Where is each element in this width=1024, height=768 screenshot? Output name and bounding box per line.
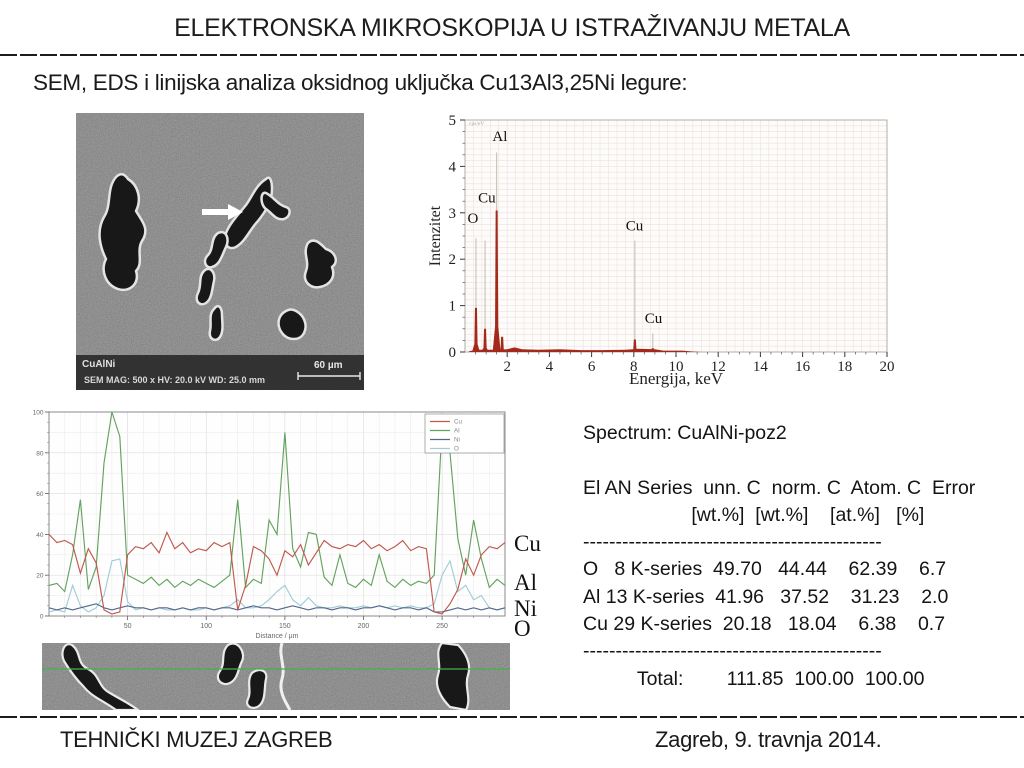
sem-parameters-label: SEM MAG: 500 x HV: 20.0 kV WD: 25.0 mm bbox=[84, 375, 265, 385]
spacer bbox=[583, 447, 1019, 474]
svg-text:60: 60 bbox=[36, 491, 44, 498]
line-scan-x-axis-label: Distance / µm bbox=[256, 633, 299, 640]
sem-inclusions bbox=[98, 173, 337, 342]
table-row: Cu 29 K-series 20.18 18.04 6.38 0.7 bbox=[583, 613, 946, 636]
svg-text:12: 12 bbox=[711, 359, 726, 375]
eds-y-axis-label: Intenzitet bbox=[428, 205, 444, 266]
series-al bbox=[48, 411, 506, 593]
table-header-row2: [wt.%] [wt.%] [at.%] [%] bbox=[583, 503, 925, 526]
svg-text:80: 80 bbox=[36, 450, 44, 457]
sem-micrograph: CuAlNi SEM MAG: 500 x HV: 20.0 kV WD: 25… bbox=[76, 113, 364, 390]
title-separator-line bbox=[0, 54, 1024, 56]
peak-label: O bbox=[468, 211, 479, 227]
table-header-row1: El AN Series unn. C norm. C Atom. C Erro… bbox=[583, 476, 976, 499]
svg-text:4: 4 bbox=[449, 159, 457, 175]
sem-strip-image bbox=[42, 641, 510, 712]
table-row: Al 13 K-series 41.96 37.52 31.23 2.0 bbox=[583, 585, 949, 608]
slide-subtitle: SEM, EDS i linijska analiza oksidnog ukl… bbox=[33, 70, 688, 95]
eds-x-axis-label: Energija, keV bbox=[629, 369, 724, 388]
peak-label: Cu bbox=[626, 218, 644, 234]
sem-scalebar-label: 60 µm bbox=[314, 360, 343, 371]
table-body: O 8 K-series 49.70 44.44 62.39 6.7 Al 13 … bbox=[583, 556, 1019, 638]
svg-text:8: 8 bbox=[630, 359, 638, 375]
svg-text:5: 5 bbox=[449, 113, 457, 129]
legend-label-o: O bbox=[454, 446, 459, 453]
line-scan-label-ni: Ni bbox=[514, 596, 537, 621]
table-divider-top: ----------------------------------------… bbox=[583, 531, 882, 554]
table-divider-bottom: ----------------------------------------… bbox=[583, 640, 882, 663]
svg-text:40: 40 bbox=[36, 532, 44, 539]
svg-text:0: 0 bbox=[449, 345, 457, 361]
line-scan-label-cu: Cu bbox=[514, 531, 541, 556]
table-total-row: Total: 111.85 100.00 100.00 bbox=[583, 667, 925, 690]
footer-date: Zagreb, 9. travnja 2014. bbox=[655, 727, 882, 752]
legend-box bbox=[424, 413, 505, 454]
strip-inclusions bbox=[61, 641, 471, 712]
eds-spectrum-chart: 2 4 6 8 10 12 14 16 18 20 0 1 2 3 4 5 O Cu Al Cu Cu cps/eV Int… bbox=[427, 110, 898, 394]
svg-text:6: 6 bbox=[588, 359, 596, 375]
svg-text:100: 100 bbox=[33, 410, 44, 417]
svg-text:20: 20 bbox=[36, 573, 44, 580]
svg-text:cps/eV: cps/eV bbox=[469, 121, 484, 127]
pointer-arrow-icon bbox=[202, 204, 243, 220]
svg-text:100: 100 bbox=[200, 623, 212, 630]
legend-label-al: Al bbox=[454, 428, 460, 435]
svg-text:16: 16 bbox=[795, 359, 811, 375]
svg-text:2: 2 bbox=[449, 252, 457, 268]
peak-label: Al bbox=[492, 129, 507, 145]
peak-label: Cu bbox=[645, 311, 663, 327]
spectrum-title: Spectrum: CuAlNi-poz2 bbox=[583, 422, 787, 444]
svg-text:50: 50 bbox=[124, 623, 132, 630]
svg-text:14: 14 bbox=[753, 359, 769, 375]
svg-text:2: 2 bbox=[503, 359, 511, 375]
series-ni bbox=[48, 603, 506, 613]
svg-text:150: 150 bbox=[279, 623, 291, 630]
sem-info-bar: CuAlNi SEM MAG: 500 x HV: 20.0 kV WD: 25… bbox=[76, 355, 364, 390]
svg-text:0: 0 bbox=[40, 614, 44, 621]
svg-text:200: 200 bbox=[358, 623, 370, 630]
footer-separator-line bbox=[0, 716, 1024, 718]
footer-institution: TEHNIČKI MUZEJ ZAGREB bbox=[60, 727, 333, 752]
svg-text:4: 4 bbox=[546, 359, 554, 375]
svg-text:3: 3 bbox=[449, 206, 457, 222]
sem-alloy-label: CuAlNi bbox=[82, 359, 116, 370]
line-scan-label-o: O bbox=[514, 616, 531, 641]
svg-text:20: 20 bbox=[880, 359, 895, 375]
series-cu bbox=[48, 530, 506, 615]
line-scan-label-al: Al bbox=[514, 570, 537, 595]
svg-text:250: 250 bbox=[436, 623, 448, 630]
peak-label: Cu bbox=[478, 191, 496, 207]
sem-scalebar bbox=[297, 372, 361, 380]
eds-quant-table: Spectrum: CuAlNi-poz2 El AN Series unn. … bbox=[583, 420, 1019, 693]
svg-text:10: 10 bbox=[669, 359, 684, 375]
svg-text:1: 1 bbox=[449, 299, 457, 315]
slide-title: ELEKTRONSKA MIKROSKOPIJA U ISTRAŽIVANJU … bbox=[174, 14, 850, 42]
table-row: O 8 K-series 49.70 44.44 62.39 6.7 bbox=[583, 558, 947, 581]
legend-label-ni: Ni bbox=[454, 437, 460, 444]
line-scan-chart: 50 100 150 200 250 0 20 40 60 80 100 Distance / µm C… bbox=[33, 406, 513, 640]
sem-micrograph-image: CuAlNi SEM MAG: 500 x HV: 20.0 kV WD: 25… bbox=[76, 113, 364, 390]
svg-text:18: 18 bbox=[837, 359, 852, 375]
legend-label-cu: Cu bbox=[454, 419, 463, 426]
series-o bbox=[48, 558, 506, 613]
